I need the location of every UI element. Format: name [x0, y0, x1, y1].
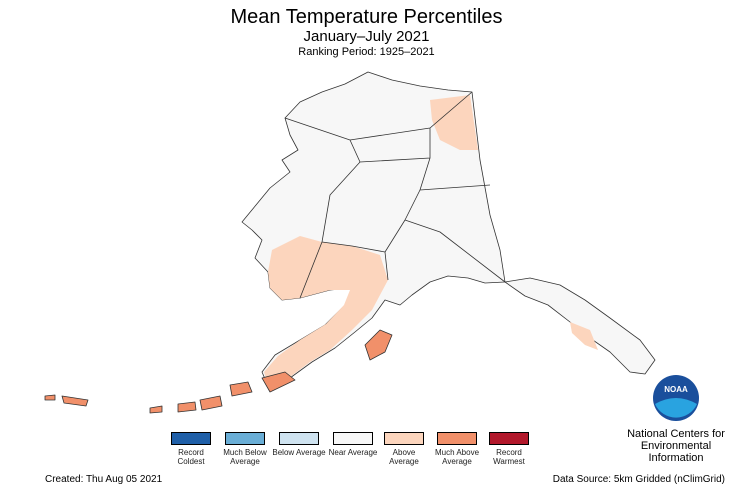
legend-label: Much Above Average [434, 448, 480, 466]
legend-label: Record Warmest [493, 448, 525, 466]
logo-wave [655, 398, 697, 418]
legend-label: Record Coldest [177, 448, 205, 466]
legend-label: Above Average [389, 448, 419, 466]
aleutian-islands [44, 371, 296, 414]
above-average-northeast [430, 95, 478, 150]
kodiak-island [364, 329, 393, 361]
above-average-panhandle [570, 322, 598, 350]
created-date: Created: Thu Aug 05 2021 [45, 474, 163, 485]
legend-label: Much Below Average [223, 448, 267, 466]
legend-label: Below Average [272, 448, 326, 457]
legend-swatch [489, 432, 529, 445]
above-average-southwest [264, 236, 388, 385]
nccei-name: National Centers for Environmental Infor… [620, 428, 732, 464]
ranking-period: Ranking Period: 1925–2021 [298, 46, 435, 58]
legend-swatch [384, 432, 424, 445]
noaa-logo: NOAA [653, 375, 699, 421]
legend-swatch [279, 432, 319, 445]
nccei-line: Environmental [640, 440, 712, 452]
legend-swatch [225, 432, 265, 445]
subtitle: January–July 2021 [303, 28, 430, 45]
legend-swatch [437, 432, 477, 445]
legend-swatch [333, 432, 373, 445]
alaska-mainland [241, 71, 506, 387]
data-source: Data Source: 5km Gridded (nClimGrid) [552, 474, 725, 485]
logo-text: NOAA [664, 385, 688, 394]
title: Mean Temperature Percentiles [230, 6, 503, 28]
division-lines [284, 91, 506, 299]
nccei-line: National Centers for [627, 428, 725, 440]
nccei-line: Information [648, 452, 704, 464]
legend-swatch [171, 432, 211, 445]
legend-label: Near Average [328, 448, 378, 457]
